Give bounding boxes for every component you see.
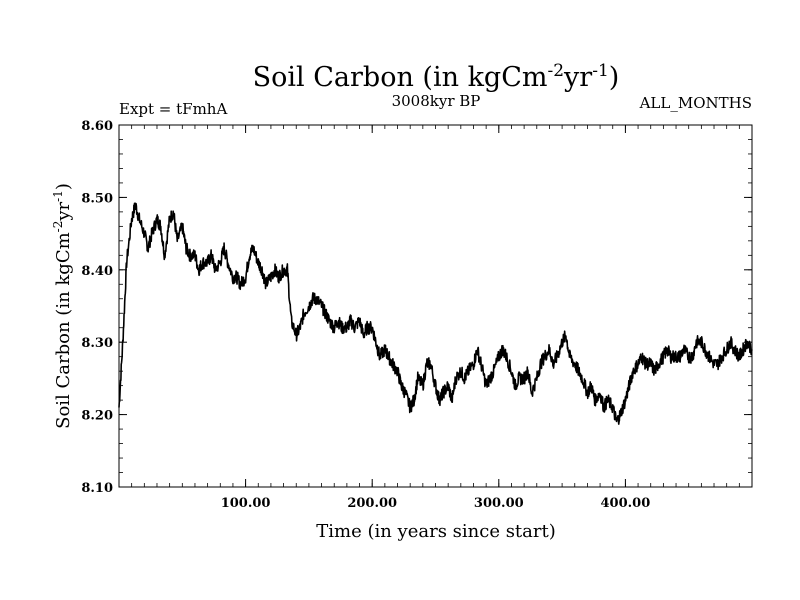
subtitle-left: Expt = tFmhA <box>119 100 227 118</box>
y-tick-label: 8.10 <box>81 481 113 496</box>
x-tick-label: 300.00 <box>474 496 524 511</box>
x-tick-label: 400.00 <box>601 496 651 511</box>
series-group <box>118 202 753 425</box>
subtitle-center: 3008kyr BP <box>392 92 481 110</box>
chart-title: Soil Carbon (in kgCm-2yr-1) <box>253 61 620 93</box>
y-tick-label: 8.30 <box>81 336 113 351</box>
y-tick-label: 8.60 <box>81 119 113 134</box>
x-axis-label: Time (in years since start) <box>316 521 556 542</box>
subtitle-right: ALL_MONTHS <box>639 94 752 112</box>
y-tick-label: 8.40 <box>81 264 113 279</box>
y-tick-label: 8.20 <box>81 409 113 424</box>
y-axis: 8.10 8.20 8.30 8.40 8.50 8.60 <box>81 119 752 496</box>
plot-frame <box>118 124 753 488</box>
y-tick-label: 8.50 <box>81 191 113 206</box>
x-tick-label: 100.00 <box>221 496 271 511</box>
series-line <box>118 202 753 425</box>
x-tick-label: 200.00 <box>347 496 397 511</box>
x-axis: 100.00 200.00 300.00 400.00 <box>131 125 740 511</box>
y-axis-label: Soil Carbon (in kgCm-2yr-1) <box>51 183 74 429</box>
